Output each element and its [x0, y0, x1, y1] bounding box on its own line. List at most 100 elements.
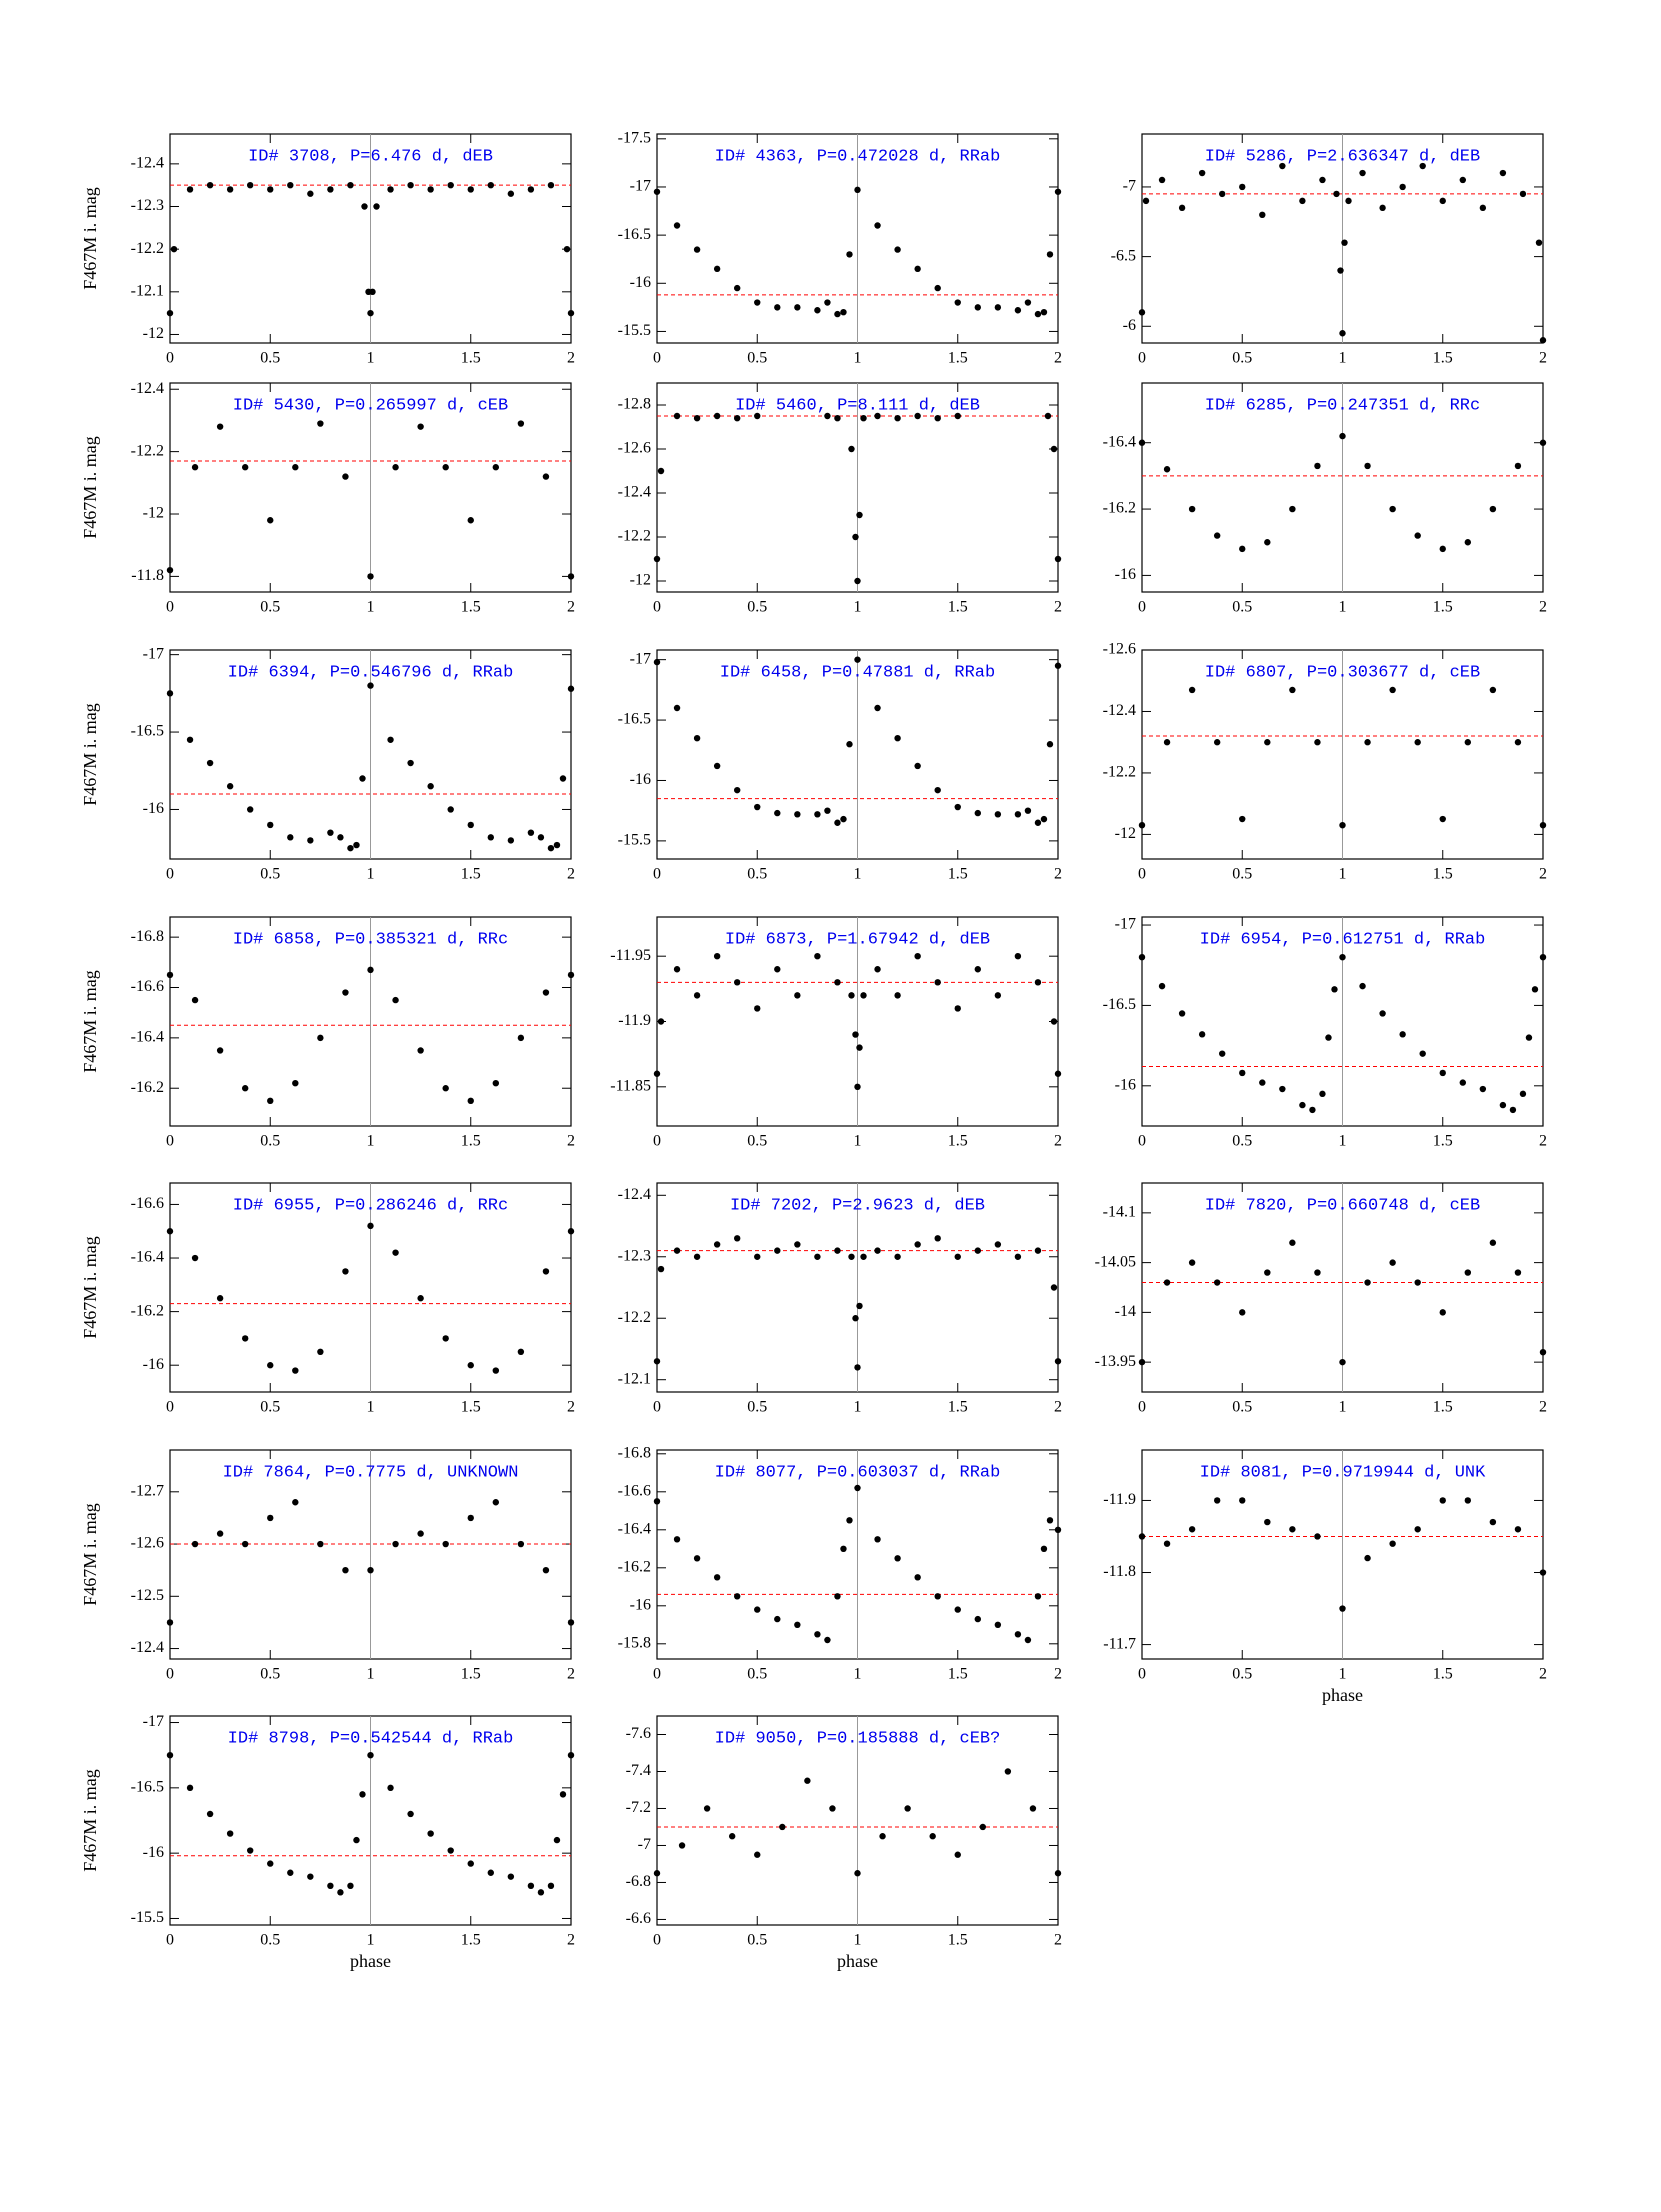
data-point [442, 1085, 449, 1092]
data-point [241, 1540, 249, 1548]
data-point [307, 837, 314, 844]
data-point [693, 734, 701, 742]
y-tick-label: -11.8 [1103, 1563, 1136, 1580]
data-point [834, 310, 841, 318]
data-point [1239, 545, 1246, 553]
y-tick-label: -12.6 [1103, 641, 1136, 658]
data-point [713, 412, 721, 420]
data-point [1419, 1050, 1426, 1057]
panel-title: ID# 8798, P=0.542544 d, RRab [228, 1729, 514, 1748]
data-point [166, 1751, 174, 1759]
data-point [693, 415, 701, 422]
data-point [507, 190, 515, 197]
data-point [567, 1619, 575, 1626]
x-tick-label: 0.5 [747, 350, 767, 367]
panel-title: ID# 9050, P=0.185888 d, cEB? [715, 1729, 1001, 1748]
data-point [166, 566, 174, 574]
y-tick-label: -16.8 [618, 1444, 651, 1461]
data-point [1014, 307, 1022, 314]
data-point [1213, 1497, 1221, 1504]
data-point [342, 1566, 349, 1574]
data-point [994, 992, 1002, 999]
y-tick-label: -16 [143, 1844, 164, 1861]
data-point [848, 1253, 855, 1260]
data-point [673, 1536, 681, 1543]
panel: 0 0.5 1 1.5 2 -16.6 -16.4 -16.2 -16 ID# 6955, P=0… [80, 1182, 575, 1416]
data-point [226, 783, 234, 790]
y-tick-label: -17 [630, 178, 651, 195]
data-point [854, 1083, 861, 1091]
data-point [1029, 1805, 1037, 1812]
data-point [1178, 1010, 1186, 1017]
panel-title: ID# 6873, P=1.67942 d, dEB [725, 930, 990, 949]
x-tick-label: 0.5 [1232, 599, 1252, 616]
x-tick-label: 1 [367, 599, 375, 616]
data-point [427, 1830, 434, 1837]
panel: 0 0.5 1 1.5 2 -12.4 -12.3 -12.2 -12.1 -12 ID# 3708… [80, 133, 575, 367]
data-point [527, 186, 535, 193]
data-point [327, 1882, 334, 1890]
data-point [292, 1367, 299, 1374]
data-point [754, 1005, 761, 1012]
data-point [954, 299, 961, 306]
data-point [206, 759, 214, 767]
data-point [1359, 169, 1366, 177]
data-point [507, 837, 515, 844]
data-point [848, 445, 855, 453]
y-tick-label: -17 [143, 645, 164, 662]
data-point [1158, 176, 1166, 184]
data-point [216, 1530, 224, 1537]
data-point [834, 1247, 841, 1254]
data-point [1289, 1239, 1296, 1246]
data-point [914, 762, 921, 770]
data-point [1264, 1518, 1271, 1526]
data-point [373, 203, 380, 210]
panel: 0 0.5 1 1.5 2 -12.4 -12.3 -12.2 -12.1 ID# 7202, P… [618, 1182, 1062, 1416]
data-point [1364, 462, 1371, 470]
y-tick-label: -6.8 [626, 1873, 651, 1890]
data-point [1519, 1090, 1527, 1098]
data-point [292, 1079, 299, 1087]
data-point [852, 533, 859, 541]
data-point [442, 1540, 449, 1548]
data-point [492, 1499, 500, 1506]
x-tick-label: 0 [166, 1666, 174, 1683]
panel-title: ID# 8081, P=0.9719944 d, UNK [1200, 1463, 1486, 1482]
x-tick-label: 1.5 [461, 866, 481, 883]
data-point [1345, 197, 1352, 205]
y-tick-label: -16.6 [131, 1195, 164, 1212]
data-point [1034, 819, 1042, 826]
data-point [1359, 982, 1366, 990]
x-tick-label: 0.5 [260, 1666, 280, 1683]
x-tick-label: 1.5 [461, 1133, 481, 1150]
data-point [834, 1593, 841, 1600]
data-point [487, 1869, 494, 1876]
data-point [1489, 1239, 1497, 1246]
x-tick-label: 0.5 [260, 350, 280, 367]
data-point [427, 186, 434, 193]
data-point [347, 844, 354, 852]
panel-title: ID# 6394, P=0.546796 d, RRab [228, 663, 514, 682]
data-point [1213, 739, 1221, 746]
x-tick-label: 1.5 [948, 599, 968, 616]
data-point [1389, 1540, 1396, 1547]
y-tick-label: -12.6 [131, 1535, 164, 1552]
panel-title: ID# 6858, P=0.385321 d, RRc [233, 930, 508, 949]
data-point [1337, 267, 1344, 274]
data-point [979, 1823, 987, 1831]
data-point [1044, 412, 1052, 420]
data-point [1163, 1540, 1171, 1547]
data-point [814, 1631, 821, 1638]
data-point [734, 979, 741, 986]
data-point [342, 473, 349, 480]
data-point [713, 1241, 721, 1248]
data-point [359, 775, 366, 782]
data-point [1054, 662, 1062, 669]
data-point [547, 1882, 555, 1890]
data-point [934, 979, 941, 986]
data-point [353, 841, 360, 849]
data-point [241, 1085, 249, 1092]
data-point [1539, 1348, 1547, 1356]
data-point [934, 786, 941, 794]
